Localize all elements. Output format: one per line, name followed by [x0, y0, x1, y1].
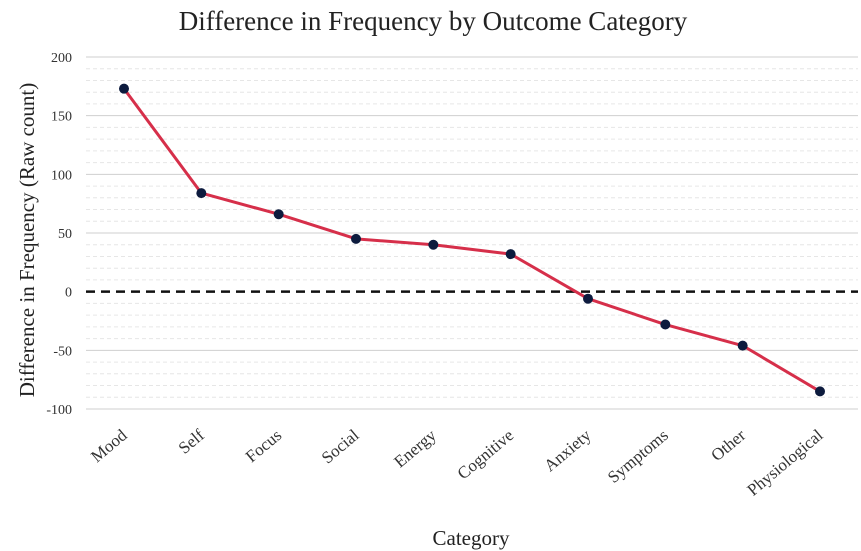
- x-tick-label: Self: [175, 425, 208, 457]
- data-point: [505, 249, 516, 260]
- x-tick-label: Energy: [390, 425, 440, 471]
- x-tick-label: Symptoms: [604, 426, 672, 487]
- x-tick-label: Focus: [242, 426, 285, 467]
- x-tick-label: Physiological: [743, 425, 826, 499]
- chart-title: Difference in Frequency by Outcome Categ…: [179, 6, 688, 36]
- y-tick-label: 100: [51, 168, 72, 183]
- data-point: [351, 233, 361, 244]
- gridlines: [86, 56, 858, 410]
- y-axis-title: Difference in Frequency (Raw count): [15, 83, 39, 398]
- series-line: [122, 87, 821, 393]
- data-point: [660, 319, 671, 330]
- x-tick-label: Social: [318, 425, 363, 467]
- x-axis-title: Category: [433, 526, 510, 550]
- data-point: [119, 83, 129, 94]
- data-point: [583, 293, 593, 304]
- y-axis-ticks: -100 -50 0 50 100 150 200: [46, 51, 72, 418]
- y-tick-label: 200: [51, 51, 72, 66]
- data-point: [815, 386, 825, 397]
- x-tick-label: Mood: [87, 425, 131, 466]
- data-point: [428, 239, 439, 250]
- x-axis-tick-labels: Mood Self Focus Social Energy Cognitive Anxiet…: [87, 425, 827, 499]
- x-tick-label: Cognitive: [454, 426, 518, 484]
- data-point: [737, 340, 748, 351]
- y-tick-label: -50: [53, 344, 72, 359]
- x-tick-label: Other: [707, 425, 749, 465]
- y-tick-label: 0: [65, 286, 72, 301]
- x-tick-label: Anxiety: [540, 425, 595, 475]
- y-tick-label: 150: [51, 110, 72, 125]
- data-points: [119, 83, 825, 397]
- data-point: [273, 209, 284, 220]
- y-tick-label: 50: [58, 227, 72, 242]
- y-tick-label: -100: [46, 403, 72, 418]
- data-point: [196, 188, 207, 199]
